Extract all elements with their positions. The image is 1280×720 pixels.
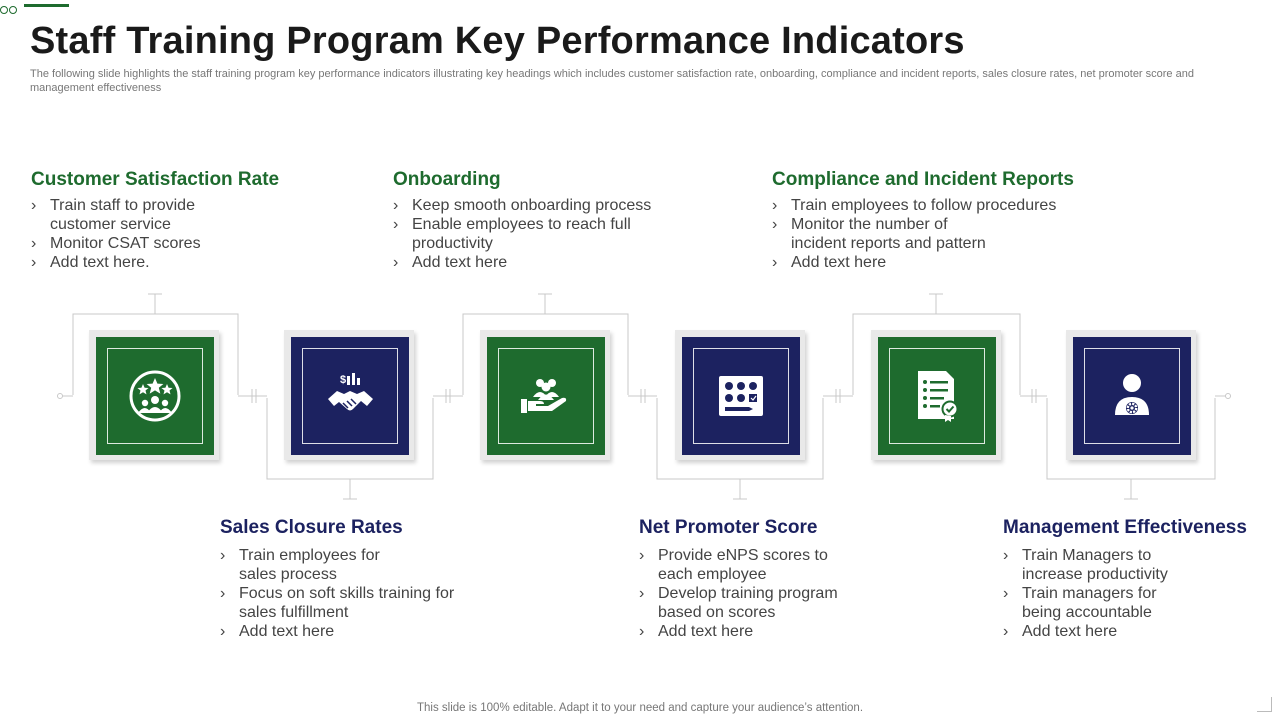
bullet-item: Add text here <box>220 622 560 641</box>
bullet-item: Provide eNPS scores to each employee <box>639 546 959 584</box>
kpi-management-effectiveness: Management Effectiveness Train Managers … <box>1003 517 1273 641</box>
bullet-item: Train employees to follow procedures <box>772 196 1132 215</box>
bullet-item: Train managers for being accountable <box>1003 584 1273 622</box>
bullet-item: Keep smooth onboarding process <box>393 196 733 215</box>
team-in-hand-icon <box>518 371 574 421</box>
corner-circles-decoration <box>0 1 18 14</box>
kpi-sales-closure-rates: Sales Closure Rates Train employees for … <box>220 517 560 641</box>
kpi-heading: Management Effectiveness <box>1003 517 1247 538</box>
page-title: Staff Training Program Key Performance I… <box>30 20 965 62</box>
kpi-bullets: Train employees for sales process Focus … <box>220 546 560 641</box>
kpi-heading: Net Promoter Score <box>639 517 818 538</box>
bullet-item: Add text here <box>1003 622 1273 641</box>
kpi-bullets: Train Managers to increase productivity … <box>1003 546 1273 641</box>
customer-rating-icon <box>128 369 182 423</box>
kpi-onboarding: Onboarding Keep smooth onboarding proces… <box>393 169 733 272</box>
bullet-item: Enable employees to reach full productiv… <box>393 215 733 253</box>
bullet-item: Develop training program based on scores <box>639 584 959 622</box>
bullet-item: Train employees for sales process <box>220 546 560 584</box>
bullet-item: Train Managers to increase productivity <box>1003 546 1273 584</box>
feedback-form-icon <box>717 374 765 418</box>
tile-border <box>498 348 594 444</box>
kpi-compliance-incident-reports: Compliance and Incident Reports Train em… <box>772 169 1132 272</box>
kpi-heading: Compliance and Incident Reports <box>772 169 1074 190</box>
page-footer: This slide is 100% editable. Adapt it to… <box>416 702 864 714</box>
bullet-item: Monitor the number of incident reports a… <box>772 215 1132 253</box>
kpi-heading: Onboarding <box>393 169 501 190</box>
bullet-item: Add text here <box>639 622 959 641</box>
tile-border <box>107 348 203 444</box>
tile-sales-closure-rates: $ <box>291 337 409 455</box>
page-subtitle: The following slide highlights the staff… <box>30 68 1194 94</box>
manager-settings-icon <box>1112 371 1152 421</box>
tile-compliance-incident-reports <box>878 337 996 455</box>
tile-management-effectiveness <box>1073 337 1191 455</box>
kpi-customer-satisfaction: Customer Satisfaction Rate Train staff t… <box>31 169 361 272</box>
tile-border <box>1084 348 1180 444</box>
kpi-bullets: Train employees to follow procedures Mon… <box>772 196 1132 272</box>
tile-border <box>889 348 985 444</box>
bullet-item: Add text here <box>772 253 1132 272</box>
corner-bracket-decoration <box>1257 697 1272 712</box>
kpi-net-promoter-score: Net Promoter Score Provide eNPS scores t… <box>639 517 959 641</box>
tile-border: $ <box>302 348 398 444</box>
bullet-item: Focus on soft skills training for sales … <box>220 584 560 622</box>
bullet-item: Add text here <box>393 253 733 272</box>
corner-accent-bar <box>24 4 69 7</box>
kpi-heading: Customer Satisfaction Rate <box>31 169 280 190</box>
kpi-heading: Sales Closure Rates <box>220 517 403 538</box>
tile-border <box>693 348 789 444</box>
kpi-bullets: Keep smooth onboarding process Enable em… <box>393 196 733 272</box>
bullet-item: Train staff to provide customer service <box>31 196 361 234</box>
bullet-item: Add text here. <box>31 253 361 272</box>
kpi-bullets: Provide eNPS scores to each employee Dev… <box>639 546 959 641</box>
tile-onboarding <box>487 337 605 455</box>
tile-net-promoter-score <box>682 337 800 455</box>
svg-text:$: $ <box>340 374 346 386</box>
handshake-deal-icon: $ <box>323 369 377 423</box>
checklist-certificate-icon <box>914 369 960 423</box>
tile-customer-satisfaction <box>96 337 214 455</box>
kpi-bullets: Train staff to provide customer service … <box>31 196 361 272</box>
bullet-item: Monitor CSAT scores <box>31 234 361 253</box>
